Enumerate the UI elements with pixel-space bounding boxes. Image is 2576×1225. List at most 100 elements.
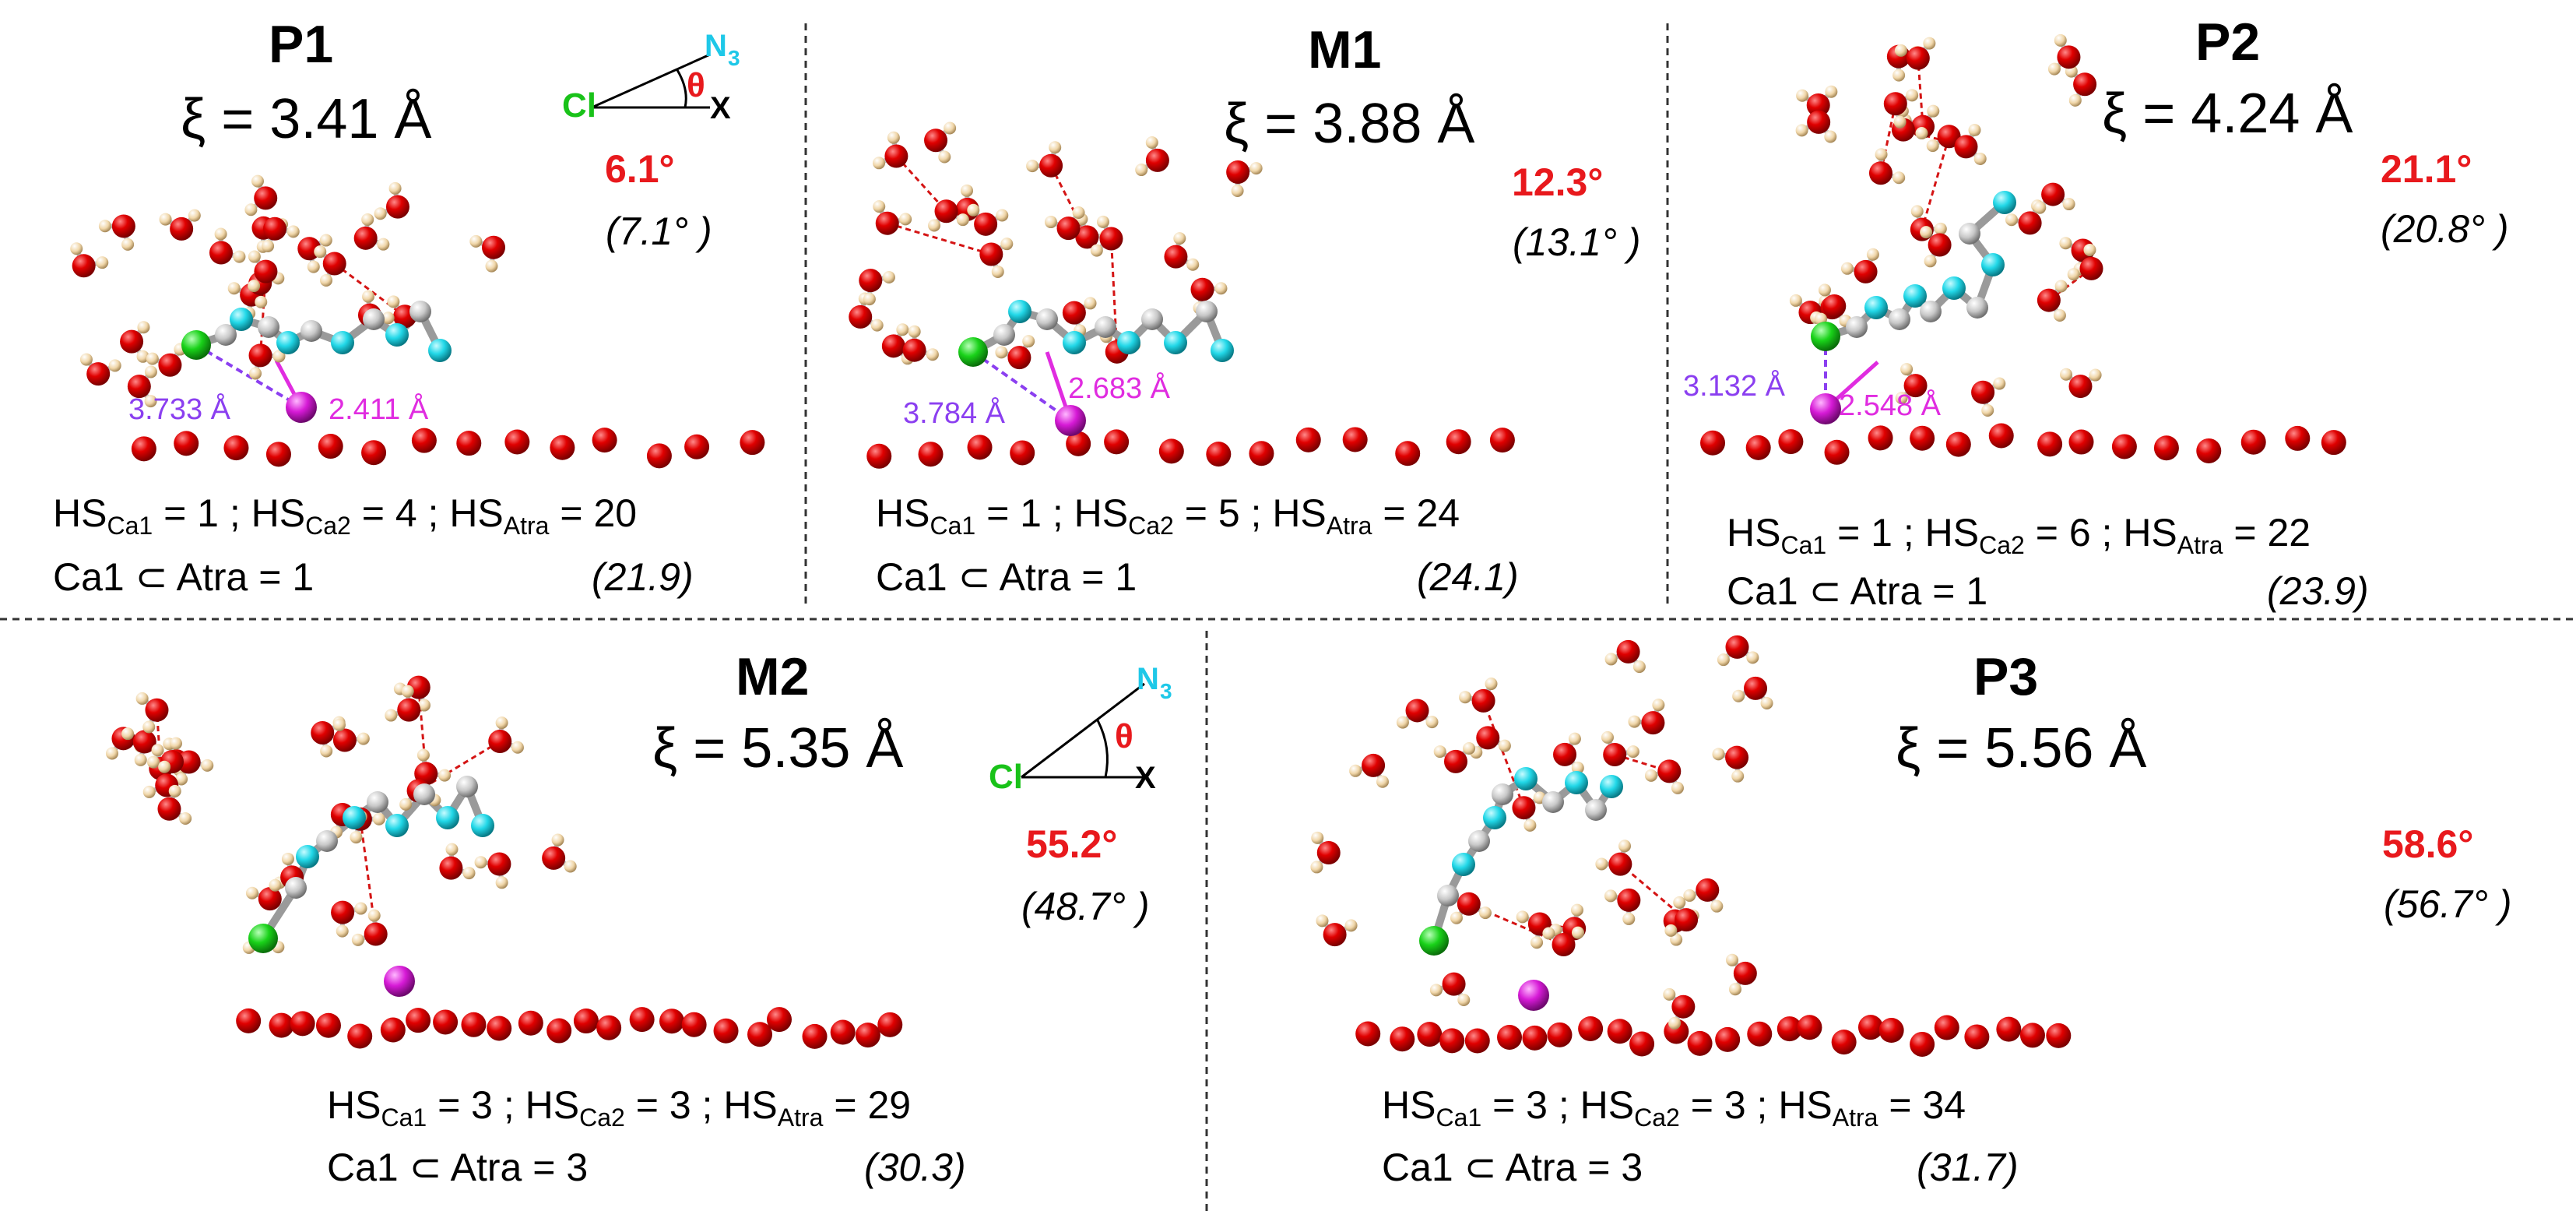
molecular-snapshots — [70, 33, 2346, 1057]
angle-value: 6.1° — [605, 147, 675, 191]
water-hydrogen-atom — [201, 759, 214, 772]
water-hydrogen-atom — [1090, 244, 1103, 257]
water-hydrogen-atom — [1663, 987, 1676, 1001]
cl-ca-distance-line — [195, 343, 303, 409]
water-hydrogen-atom — [1818, 283, 1831, 297]
water-hydrogen-atom — [1595, 857, 1608, 871]
water-oxygen-atom — [331, 900, 355, 924]
water-oxygen-atom — [1806, 93, 1830, 118]
water-hydrogen-atom — [1731, 769, 1745, 783]
hs-ca1-value: 3 — [1526, 1083, 1548, 1127]
panel-title: M2 — [736, 647, 810, 706]
water-oxygen-atom — [1617, 888, 1641, 912]
surface-oxygen-atom — [1910, 425, 1935, 451]
water-oxygen-atom — [881, 334, 905, 358]
water-hydrogen-atom — [1310, 861, 1323, 874]
water-hydrogen-atom — [188, 209, 201, 222]
surface-oxygen-atom — [411, 428, 437, 453]
carbon-atom — [367, 791, 388, 813]
water-oxygen-atom — [258, 887, 282, 911]
surface-oxygen-atom — [1715, 1026, 1741, 1052]
hydrogen-bond — [1482, 700, 1525, 808]
nitrogen-atom — [471, 814, 494, 837]
hs-ca2-value: 5 — [1218, 491, 1240, 535]
calcium-atom — [1810, 393, 1841, 424]
water-hydrogen-atom — [1530, 936, 1544, 949]
water-hydrogen-atom — [251, 174, 265, 188]
n-ca-distance: 2.411 Å — [329, 393, 429, 426]
hydrogen-bond — [1921, 136, 1951, 231]
surface-oxygen-atom — [1295, 427, 1321, 452]
legend2-x-label: X — [1135, 761, 1156, 795]
surface-oxygen-atom — [1489, 428, 1515, 453]
surface-oxygen-atom — [1607, 1019, 1632, 1044]
surface-oxygen-atom — [347, 1023, 373, 1049]
water-oxygen-atom — [849, 304, 873, 329]
surface-oxygen-atom — [766, 1007, 792, 1033]
hs-counts: HSCa1 = 1 ; HSCa2 = 6 ; HSAtra = 22 — [1727, 511, 2311, 559]
surface-oxygen-atom — [1857, 1015, 1883, 1040]
water-oxygen-atom — [1928, 233, 1952, 257]
surface-oxygen-atom — [1578, 1016, 1604, 1041]
surface-oxygen-atom — [236, 1008, 262, 1033]
chlorine-atom — [958, 337, 988, 367]
carbon-atom — [363, 308, 385, 330]
surface-oxygen-atom — [877, 1012, 903, 1037]
water-oxygen-atom — [1608, 852, 1632, 876]
water-oxygen-atom — [1316, 840, 1341, 864]
water-hydrogen-atom — [1910, 205, 1924, 218]
water-hydrogen-atom — [1026, 160, 1039, 173]
water-hydrogen-atom — [1920, 226, 1933, 239]
snapshot-M1 — [849, 121, 1515, 469]
nitrogen-atom — [1514, 767, 1538, 790]
nitrogen-atom — [1600, 775, 1623, 798]
carbon-atom — [413, 783, 435, 805]
water-hydrogen-atom — [1712, 748, 1725, 761]
water-hydrogen-atom — [1900, 363, 1914, 376]
water-oxygen-atom — [1442, 972, 1466, 996]
water-hydrogen-atom — [1316, 914, 1329, 928]
water-oxygen-atom — [1671, 994, 1696, 1019]
water-hydrogen-atom — [1915, 127, 1928, 140]
water-hydrogen-atom — [108, 359, 121, 372]
surface-oxygen-atom — [1497, 1024, 1523, 1050]
surface-oxygen-atom — [2019, 1023, 2045, 1048]
bonds — [1315, 645, 1769, 1025]
hs-ca1-value: 3 — [471, 1083, 493, 1127]
water-hydrogen-atom — [1710, 899, 1724, 913]
water-hydrogen-atom — [564, 860, 577, 873]
water-hydrogen-atom — [146, 352, 159, 365]
surface-oxygen-atom — [265, 442, 291, 467]
water-hydrogen-atom — [134, 753, 147, 766]
water-hydrogen-atom — [882, 271, 895, 284]
water-hydrogen-atom — [314, 245, 327, 259]
surface-oxygen-atom — [747, 1022, 773, 1047]
angle-reference: (48.7° ) — [1021, 885, 1150, 928]
surface-oxygen-atom — [1824, 439, 1850, 465]
angle-reference: (56.7° ) — [2384, 882, 2512, 926]
water-hydrogen-atom — [1478, 906, 1492, 920]
water-hydrogen-atom — [388, 181, 402, 195]
water-oxygen-atom — [1323, 923, 1347, 947]
nitrogen-atom — [1008, 300, 1031, 323]
nitrogen-atom — [230, 308, 253, 331]
water-hydrogen-atom — [227, 282, 241, 295]
water-oxygen-atom — [1854, 259, 1878, 283]
angle-reference: (13.1° ) — [1513, 220, 1641, 264]
surface-oxygen-atom — [573, 1009, 599, 1034]
water-hydrogen-atom — [214, 227, 227, 241]
water-hydrogen-atom — [2005, 213, 2018, 227]
water-hydrogen-atom — [320, 745, 333, 758]
nitrogen-atom — [1164, 331, 1187, 354]
hs-counts: HSCa1 = 1 ; HSCa2 = 4 ; HSAtra = 20 — [53, 491, 638, 540]
water-hydrogen-atom — [1683, 889, 1696, 902]
water-hydrogen-atom — [1425, 716, 1439, 729]
water-hydrogen-atom — [136, 350, 149, 363]
carbon-atom — [1196, 301, 1218, 322]
surface-oxygen-atom — [1439, 1028, 1465, 1054]
water-oxygen-atom — [1075, 225, 1099, 249]
surface-oxygen-atom — [740, 430, 765, 456]
water-hydrogen-atom — [387, 295, 400, 308]
water-hydrogen-atom — [233, 250, 246, 263]
surface-oxygen-atom — [290, 1011, 315, 1037]
